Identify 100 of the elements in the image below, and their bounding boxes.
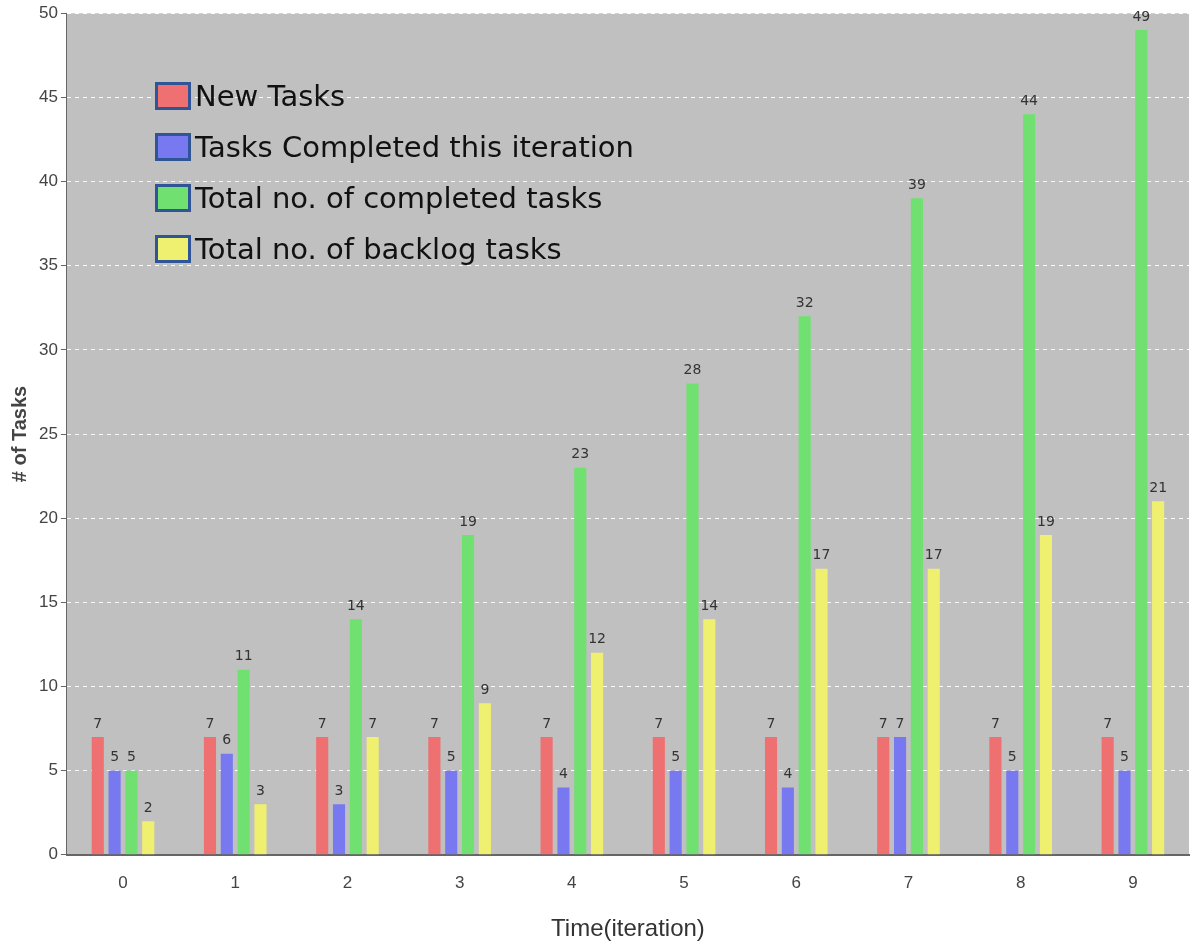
bar [1118,770,1131,855]
bar [349,619,362,855]
data-label: 19 [1037,512,1055,529]
bar [927,568,940,855]
data-label: 7 [368,714,378,731]
bar [254,804,267,855]
bar [220,753,233,855]
data-label: 7 [1103,714,1113,731]
data-label: 28 [683,361,702,378]
bar [332,804,346,855]
data-label: 7 [317,714,327,731]
data-label: 21 [1149,478,1168,495]
y-tick-label: 20 [38,507,58,527]
bar [1101,736,1114,855]
bar [877,736,890,855]
y-tick-label: 10 [38,676,58,696]
bar [989,736,1002,855]
data-label: 17 [924,546,943,563]
bar [686,383,699,855]
data-label: 5 [446,748,456,765]
bar [1023,114,1036,855]
data-label: 44 [1020,91,1039,108]
bar [445,770,458,855]
x-tick-label: 4 [567,872,577,892]
data-label: 5 [1007,748,1017,765]
data-label: 6 [222,731,232,748]
x-tick-label: 2 [342,872,353,892]
data-label: 7 [93,714,103,731]
data-label: 32 [795,293,814,310]
bar [1135,30,1148,855]
data-label: 4 [558,765,568,782]
bar [91,736,104,855]
bar [703,619,716,855]
y-tick-label: 35 [38,255,58,275]
data-label: 5 [671,748,681,765]
bar [478,703,491,855]
data-label: 5 [110,748,120,765]
data-label: 7 [429,714,439,731]
bar [781,787,794,855]
data-label: 5 [1120,748,1129,765]
data-label: 17 [812,546,831,563]
bar [764,736,778,855]
y-tick-label: 25 [38,423,58,443]
data-label: 3 [256,781,265,798]
x-tick-label: 0 [118,872,128,892]
x-tick-label: 5 [679,872,689,892]
x-tick-label: 9 [1128,872,1138,892]
data-label: 23 [571,445,590,462]
x-tick-label: 6 [791,872,801,892]
data-label: 19 [459,512,477,529]
bar [428,736,441,855]
data-label: 49 [1132,7,1151,24]
bar [142,821,155,855]
y-tick-label: 40 [38,171,58,191]
x-axis-title: Time(iteration) [551,914,705,942]
bar [1039,534,1052,855]
data-label: 12 [588,630,607,647]
data-label: 7 [990,714,1000,731]
y-tick-label: 0 [48,844,58,864]
data-label: 7 [878,714,888,731]
bar [108,770,121,855]
data-label: 7 [654,714,664,731]
bar [203,736,217,855]
data-label: 9 [480,680,490,697]
bar [557,787,570,855]
bar [237,669,250,855]
bar [462,534,475,855]
bar [125,770,138,855]
bar [815,568,828,855]
bar [574,467,587,855]
bar [798,316,811,855]
y-tick-label: 45 [38,87,58,107]
bar [591,652,604,855]
data-label: 3 [334,781,344,798]
bar [316,736,329,855]
legend-label: Total no. of completed tasks [195,180,603,215]
bar [366,736,379,855]
bar [1006,770,1019,855]
bar [669,770,682,855]
x-tick-label: 1 [230,872,240,892]
data-label: 14 [346,596,365,613]
legend-label: Total no. of backlog tasks [195,231,562,266]
data-label: 39 [907,175,926,192]
x-tick-label: 7 [903,872,914,892]
data-label: 2 [143,798,153,815]
bar [540,736,553,855]
data-label: 14 [700,596,719,613]
bar [910,198,923,855]
y-tick-label: 15 [38,592,58,612]
legend-label: Tasks Completed this iteration [195,129,634,164]
data-label: 11 [234,647,253,664]
x-tick-label: 8 [1015,872,1026,892]
data-label: 7 [205,714,215,731]
bar [894,736,907,855]
legend-label: New Tasks [195,78,346,113]
x-tick-label: 3 [454,872,465,892]
y-tick-label: 30 [38,339,58,359]
bar [652,736,665,855]
bar [1152,501,1165,855]
data-label: 4 [783,765,793,782]
